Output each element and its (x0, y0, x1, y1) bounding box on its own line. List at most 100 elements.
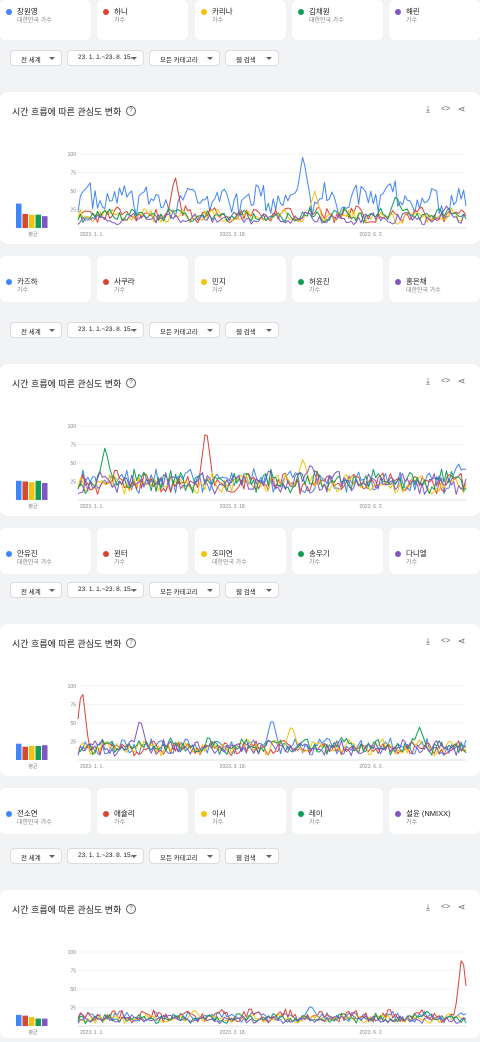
help-icon[interactable]: ? (126, 638, 136, 648)
date-range-filter-label: 23. 1. 1.~23. 8. 15. (78, 54, 133, 61)
region-filter[interactable]: 전 세계 (10, 322, 62, 338)
term-cards-group-2: 카즈하 가수 사쿠라 가수 민지 가수 허윤진 가수 홍은채 대한민국 가수 (0, 256, 480, 302)
term-name: 다니엘 (406, 549, 427, 558)
term-subtitle: 가수 (114, 820, 126, 826)
share-icon[interactable]: ⋖ (458, 376, 466, 386)
term-subtitle: 가수 (212, 18, 224, 24)
term-card[interactable]: 애슐리 가수 (97, 788, 188, 834)
download-icon[interactable]: ⤓ (426, 376, 430, 386)
share-icon[interactable]: ⋖ (458, 104, 466, 114)
term-card[interactable]: 하니 가수 (97, 0, 188, 40)
search-type-filter-label: 웹 검색 (236, 329, 256, 336)
series-color-dot (298, 9, 304, 15)
region-filter[interactable]: 전 세계 (10, 582, 62, 598)
help-icon[interactable]: ? (126, 904, 136, 914)
series-color-dot (103, 279, 109, 285)
chevron-down-icon (49, 329, 55, 332)
term-card[interactable]: 사쿠라 가수 (97, 256, 188, 302)
embed-icon[interactable]: <> (441, 636, 451, 645)
download-icon[interactable]: ⤓ (426, 104, 430, 114)
category-filter[interactable]: 모든 카테고리 (149, 848, 220, 864)
term-card[interactable]: 카즈하 가수 (0, 256, 91, 302)
term-name: 허윤진 (309, 277, 330, 286)
date-range-filter-label: 23. 1. 1.~23. 8. 15. (78, 586, 133, 593)
term-card[interactable]: 설윤 (NMIXX) 가수 (389, 788, 480, 834)
term-card[interactable]: 장원영 대한민국 가수 (0, 0, 91, 40)
series-color-dot (395, 811, 401, 817)
series-color-dot (395, 551, 401, 557)
average-bar (29, 214, 35, 228)
chevron-down-icon (266, 329, 272, 332)
date-range-filter[interactable]: 23. 1. 1.~23. 8. 15. (67, 322, 144, 338)
term-card[interactable]: 이서 가수 (195, 788, 286, 834)
region-filter-label: 전 세계 (21, 855, 41, 862)
date-range-filter[interactable]: 23. 1. 1.~23. 8. 15. (67, 848, 144, 864)
term-card[interactable]: 민지 가수 (195, 256, 286, 302)
term-card[interactable]: 송우기 가수 (292, 528, 383, 574)
search-type-filter-label: 웹 검색 (236, 855, 256, 862)
search-type-filter-label: 웹 검색 (236, 589, 256, 596)
search-type-filter[interactable]: 웹 검색 (225, 50, 279, 66)
region-filter[interactable]: 전 세계 (10, 50, 62, 66)
help-icon[interactable]: ? (126, 106, 136, 116)
average-bar (29, 1017, 35, 1026)
term-card[interactable]: 레이 가수 (292, 788, 383, 834)
date-range-filter[interactable]: 23. 1. 1.~23. 8. 15. (67, 582, 144, 598)
term-row: 다니엘 (395, 548, 480, 559)
average-bar (42, 1018, 48, 1026)
region-filter-label: 전 세계 (21, 57, 41, 64)
term-card[interactable]: 윈터 가수 (97, 528, 188, 574)
term-name: 송우기 (309, 549, 330, 558)
average-bar (35, 214, 41, 228)
category-filter[interactable]: 모든 카테고리 (149, 50, 220, 66)
term-card[interactable]: 다니엘 가수 (389, 528, 480, 574)
search-type-filter[interactable]: 웹 검색 (225, 582, 279, 598)
term-subtitle: 대한민국 가수 (17, 820, 52, 826)
term-card[interactable]: 해린 가수 (389, 0, 480, 40)
category-filter-label: 모든 카테고리 (160, 57, 198, 64)
term-card[interactable]: 김채원 대한민국 가수 (292, 0, 383, 40)
category-filter[interactable]: 모든 카테고리 (149, 582, 220, 598)
term-card[interactable]: 카리나 가수 (195, 0, 286, 40)
term-name: 민지 (212, 277, 226, 286)
x-tick-label: 2023. 1. 1. (80, 232, 104, 238)
search-type-filter[interactable]: 웹 검색 (225, 322, 279, 338)
term-name: 전소연 (17, 809, 38, 818)
category-filter[interactable]: 모든 카테고리 (149, 322, 220, 338)
y-tick-label: 25 (70, 208, 76, 214)
date-range-filter[interactable]: 23. 1. 1.~23. 8. 15. (67, 50, 144, 66)
filter-bar-2: 전 세계 23. 1. 1.~23. 8. 15. 모든 카테고리 웹 검색 (0, 319, 480, 343)
series-color-dot (103, 811, 109, 817)
series-line-purple (77, 721, 467, 757)
term-card[interactable]: 안유진 대한민국 가수 (0, 528, 91, 574)
embed-icon[interactable]: <> (441, 376, 451, 385)
term-row: 카리나 (201, 6, 286, 17)
help-icon[interactable]: ? (126, 378, 136, 388)
y-tick-label: 25 (70, 480, 76, 486)
region-filter[interactable]: 전 세계 (10, 848, 62, 864)
download-icon[interactable]: ⤓ (426, 902, 430, 912)
x-tick-label: 2023. 3. 18. (220, 764, 246, 770)
y-tick-label: 50 (70, 987, 76, 993)
y-tick-label: 100 (68, 684, 77, 690)
embed-icon[interactable]: <> (441, 104, 451, 113)
term-subtitle: 대한민국 가수 (17, 18, 52, 24)
term-card[interactable]: 조미연 대한민국 가수 (195, 528, 286, 574)
interest-chart: 25 50 75 100 2023. 1. 1. 2023. 3. 18. 2023. 6.… (16, 684, 467, 770)
average-label: 평균 (28, 1029, 38, 1036)
share-icon[interactable]: ⋖ (458, 902, 466, 912)
chevron-down-icon (207, 589, 213, 592)
section-gap (0, 74, 480, 92)
search-type-filter-label: 웹 검색 (236, 57, 256, 64)
average-bar (35, 480, 41, 500)
x-tick-label: 2023. 3. 18. (220, 1030, 246, 1036)
share-icon[interactable]: ⋖ (458, 636, 466, 646)
term-card[interactable]: 홍은채 대한민국 가수 (389, 256, 480, 302)
search-type-filter[interactable]: 웹 검색 (225, 848, 279, 864)
download-icon[interactable]: ⤓ (426, 636, 430, 646)
term-card[interactable]: 허윤진 가수 (292, 256, 383, 302)
average-bar (35, 745, 41, 760)
embed-icon[interactable]: <> (441, 902, 451, 911)
series-line-red (77, 694, 467, 757)
